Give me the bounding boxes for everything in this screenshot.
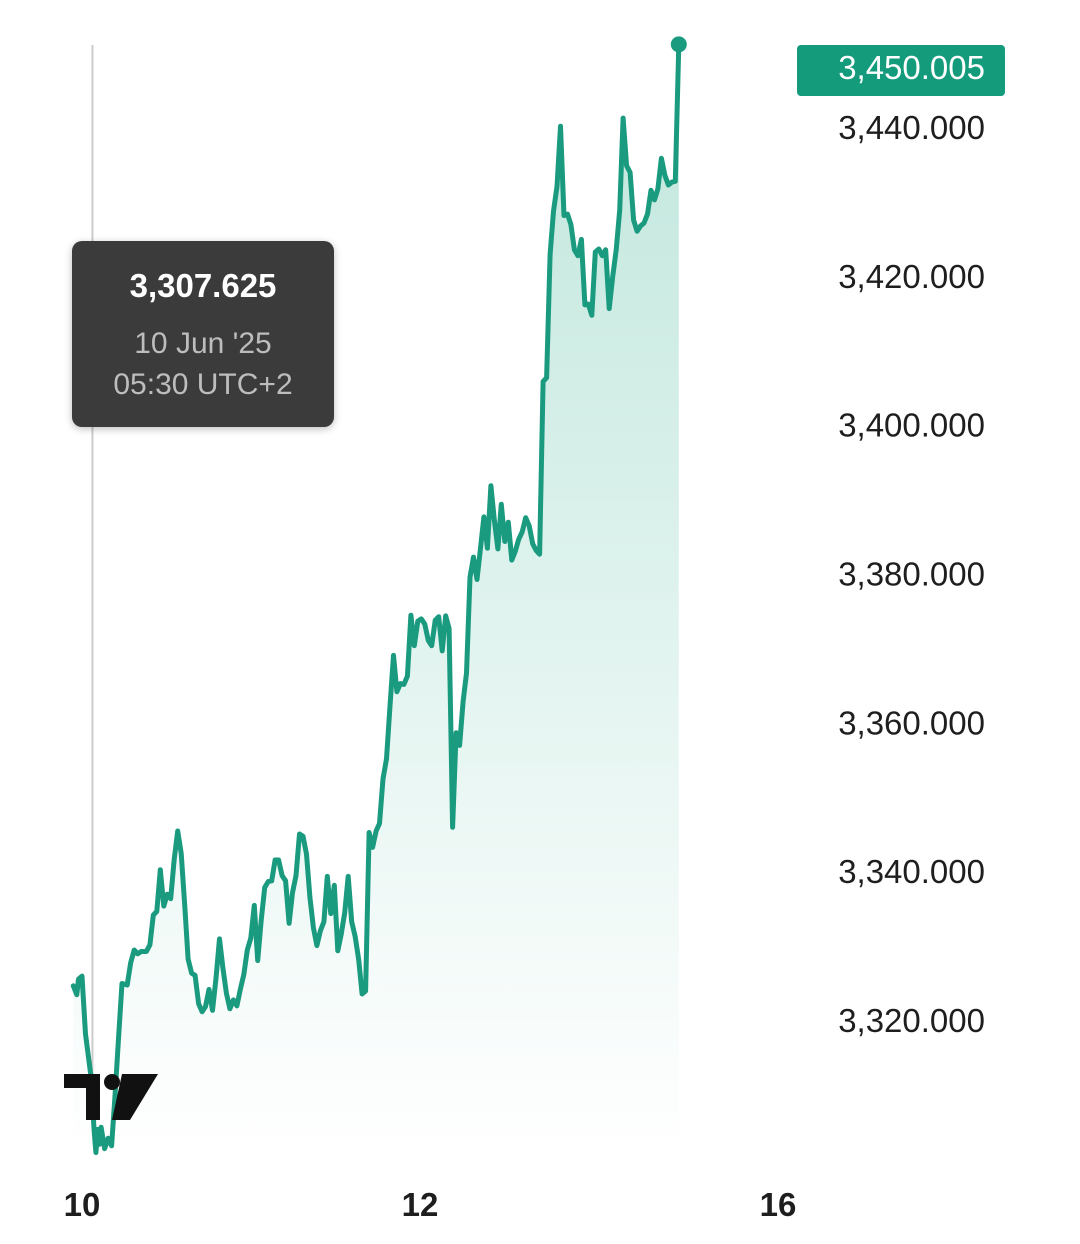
y-axis: 3,440.000 3,420.000 3,400.000 3,380.000 3,36… xyxy=(838,109,985,1039)
y-tick-label: 3,360.000 xyxy=(838,704,985,741)
y-tick-label: 3,400.000 xyxy=(838,407,985,444)
tradingview-logo-icon[interactable] xyxy=(64,1072,160,1124)
x-tick-label: 10 xyxy=(64,1186,101,1223)
last-price-dot xyxy=(670,36,687,53)
x-tick-label: 12 xyxy=(402,1186,439,1223)
price-area-fill xyxy=(73,44,679,1153)
tooltip-date: 10 Jun '25 xyxy=(134,327,272,360)
price-tooltip: 3,307.625 10 Jun '25 05:30 UTC+2 xyxy=(72,241,334,427)
last-price-label: 3,450.005 xyxy=(838,49,985,86)
y-tick-label: 3,420.000 xyxy=(838,258,985,295)
tooltip-time: 05:30 UTC+2 xyxy=(113,368,293,401)
y-tick-label: 3,340.000 xyxy=(838,853,985,890)
y-tick-label: 3,380.000 xyxy=(838,556,985,593)
last-price-badge-bg xyxy=(797,45,1005,96)
y-tick-label: 3,440.000 xyxy=(838,109,985,146)
price-line[interactable] xyxy=(70,41,682,1155)
tooltip-price: 3,307.625 xyxy=(129,267,277,304)
x-tick-label: 16 xyxy=(760,1186,797,1223)
last-price-badge: 3,450.005 xyxy=(797,45,1005,96)
y-tick-label: 3,320.000 xyxy=(838,1002,985,1039)
x-axis: 10 12 16 xyxy=(64,1186,797,1223)
